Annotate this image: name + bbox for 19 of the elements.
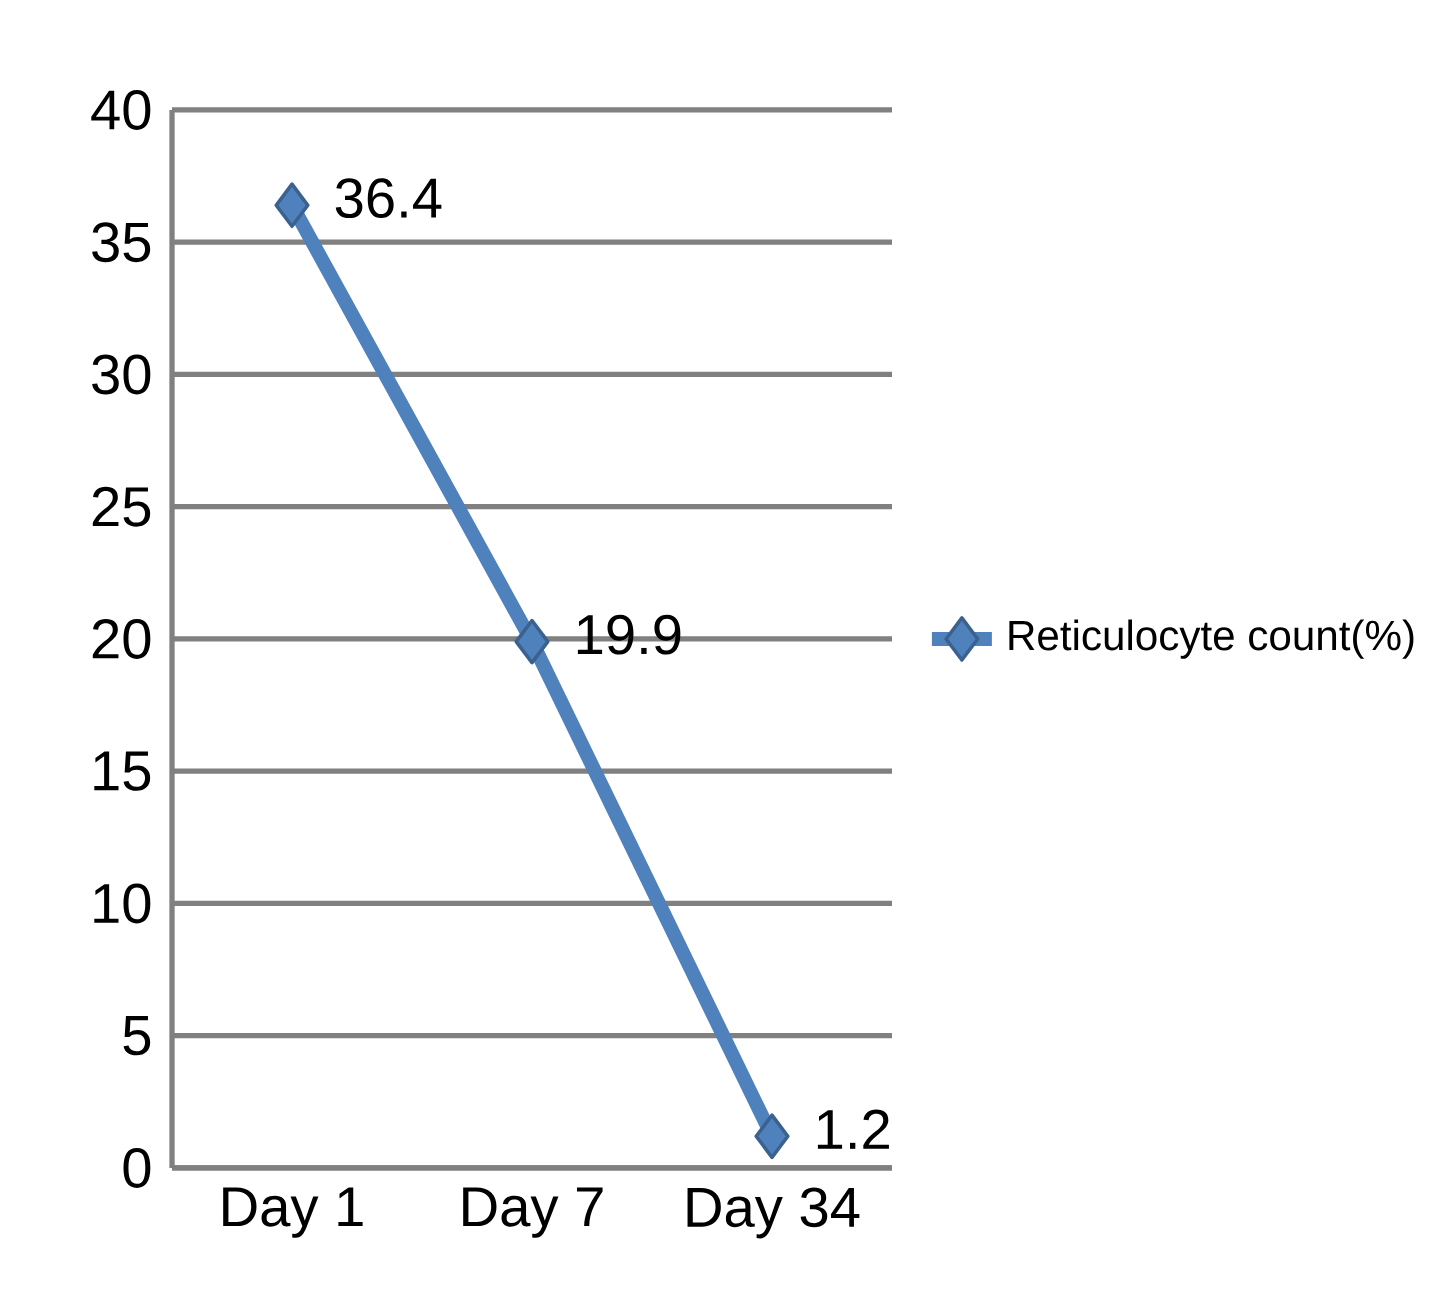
y-tick-label: 20 [92, 619, 151, 659]
y-tick-label: 35 [92, 222, 151, 263]
y-tick-label: 15 [94, 751, 151, 791]
point [754, 1113, 790, 1160]
point [514, 618, 550, 665]
data-label: 36.4 [335, 178, 442, 219]
x-tick-label: Day 7 [463, 1187, 603, 1238]
y-tick-label: 30 [92, 354, 151, 395]
y-tick-label: 40 [91, 90, 151, 130]
y-tick-label: 5 [123, 1016, 151, 1056]
x-tick-label: Day 1 [223, 1187, 363, 1238]
data-label: 19.9 [577, 614, 681, 655]
x-tick-label: Day 34 [687, 1187, 860, 1239]
data-label: 1.2 [817, 1109, 889, 1149]
legend-label: Reticulocyte count(%) [1009, 619, 1414, 659]
y-tick-label: 0 [123, 1148, 151, 1188]
y-tick-label: 25 [92, 486, 151, 527]
point [274, 182, 310, 229]
y-tick-label: 10 [94, 883, 151, 924]
